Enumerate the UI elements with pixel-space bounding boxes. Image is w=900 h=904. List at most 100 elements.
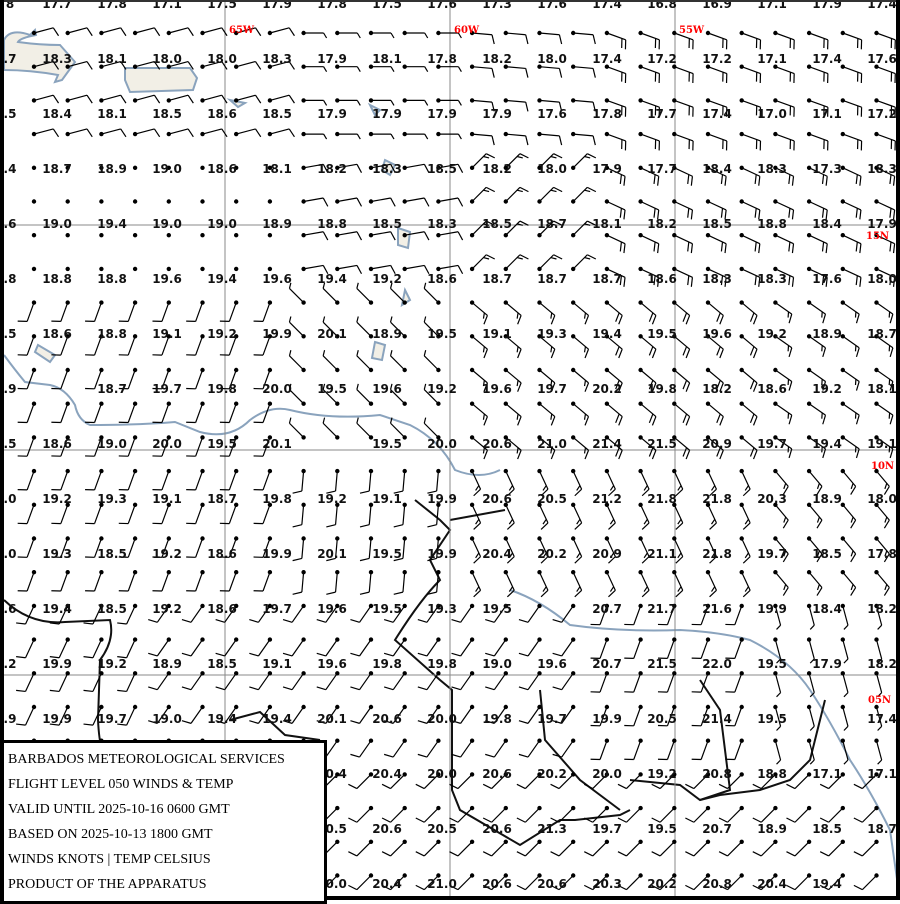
- barb-shaft: [289, 288, 303, 302]
- barb-shaft: [27, 572, 34, 591]
- wind-barb: [336, 198, 362, 206]
- barb-feather: [559, 35, 561, 44]
- temperature-value: 20.1: [317, 547, 347, 561]
- temperature-value: 18.3: [867, 162, 897, 176]
- wind-barb: [841, 503, 855, 528]
- barb-station-dot: [134, 234, 137, 237]
- barb-shaft: [128, 303, 135, 322]
- barb-shaft: [427, 741, 438, 757]
- barb-feather: [676, 523, 683, 530]
- barb-feather: [476, 587, 479, 592]
- barb-feather: [458, 164, 463, 172]
- wind-barb: [326, 470, 339, 494]
- barb-shaft: [424, 808, 438, 822]
- barb-shaft: [573, 437, 588, 450]
- barb-shaft: [735, 606, 742, 625]
- wind-barb: [658, 638, 676, 658]
- wind-barb: [326, 503, 339, 527]
- wind-barb: [719, 807, 743, 823]
- temperature-value: 20.3: [592, 877, 622, 891]
- temperature-value: 19.2: [207, 327, 237, 341]
- barb-shaft: [461, 606, 472, 622]
- barb-shaft: [289, 423, 303, 437]
- wind-barb: [100, 28, 126, 36]
- wind-barb: [875, 65, 895, 83]
- barb-feather: [484, 450, 487, 459]
- barb-feather: [585, 347, 586, 353]
- barb-feather: [743, 557, 750, 564]
- barb-shaft: [742, 471, 750, 489]
- barb-feather: [618, 784, 626, 788]
- barb-feather: [249, 687, 258, 690]
- barb-shaft: [506, 134, 526, 136]
- temperature-value: 18.0: [867, 492, 897, 506]
- wind-barb: [85, 470, 103, 490]
- barb-feather: [458, 67, 461, 72]
- barb-station-dot: [167, 267, 170, 270]
- legend-valid: VALID UNTIL 2025-10-16 0600 GMT: [8, 797, 324, 822]
- barb-shaft: [461, 741, 472, 757]
- barb-feather: [317, 687, 326, 690]
- temperature-value-partial: .9: [4, 382, 17, 396]
- wind-barb: [18, 402, 36, 422]
- wind-barb: [504, 31, 528, 44]
- barb-feather: [517, 190, 523, 191]
- temperature-value: 19.5: [317, 382, 347, 396]
- wind-barb: [289, 418, 305, 439]
- barb-shaft: [27, 539, 34, 558]
- wind-barb: [134, 234, 137, 237]
- wind-barb: [740, 503, 750, 529]
- barb-shaft: [667, 741, 674, 760]
- wind-barb: [201, 267, 204, 270]
- barb-feather: [575, 557, 582, 564]
- barb-shaft: [93, 640, 101, 658]
- barb-shaft: [742, 67, 761, 74]
- barb-shaft: [371, 198, 391, 201]
- barb-feather: [789, 381, 792, 390]
- temperature-value: 18.4: [42, 107, 72, 121]
- barb-shaft: [506, 67, 526, 69]
- barb-feather: [289, 129, 294, 137]
- barb-feather: [585, 258, 591, 259]
- barb-feather: [424, 283, 425, 289]
- wind-barb: [394, 470, 407, 494]
- barb-shaft: [775, 33, 794, 40]
- barb-shaft: [708, 404, 723, 417]
- barb-shaft: [424, 842, 438, 856]
- barb-station-dot: [201, 234, 204, 237]
- wind-barb: [348, 874, 372, 890]
- barb-feather: [624, 277, 625, 286]
- barb-feather: [317, 653, 326, 656]
- barb-shaft: [360, 673, 371, 689]
- barb-shaft: [34, 95, 53, 100]
- temperature-value: 18.5: [152, 107, 182, 121]
- wind-barb: [875, 470, 889, 495]
- barb-feather: [249, 721, 258, 724]
- barb-shaft: [540, 134, 560, 136]
- wind-barb: [16, 705, 35, 725]
- temperature-value: 18.8: [97, 327, 127, 341]
- barb-shaft: [708, 235, 726, 243]
- barb-feather: [324, 67, 327, 72]
- wind-barb: [639, 133, 659, 151]
- barb-feather: [357, 33, 360, 38]
- temperature-value: 20.7: [702, 822, 732, 836]
- barb-feather: [425, 33, 428, 38]
- barb-feather: [608, 590, 615, 597]
- wind-barb: [293, 571, 306, 595]
- wind-barb: [167, 234, 170, 237]
- barb-feather: [585, 448, 586, 454]
- wind-barb: [235, 200, 238, 203]
- barb-feather: [885, 584, 887, 590]
- barb-shaft: [775, 134, 794, 141]
- barb-station-dot: [66, 267, 69, 270]
- temperature-value: 21.8: [647, 492, 677, 506]
- barb-feather: [283, 687, 292, 690]
- barb-shaft: [843, 33, 862, 40]
- barb-feather: [289, 28, 294, 36]
- wind-barb: [51, 571, 69, 591]
- barb-feather: [350, 653, 359, 656]
- barb-shaft: [641, 33, 660, 40]
- barb-feather: [418, 687, 427, 690]
- barb-feather: [593, 35, 595, 44]
